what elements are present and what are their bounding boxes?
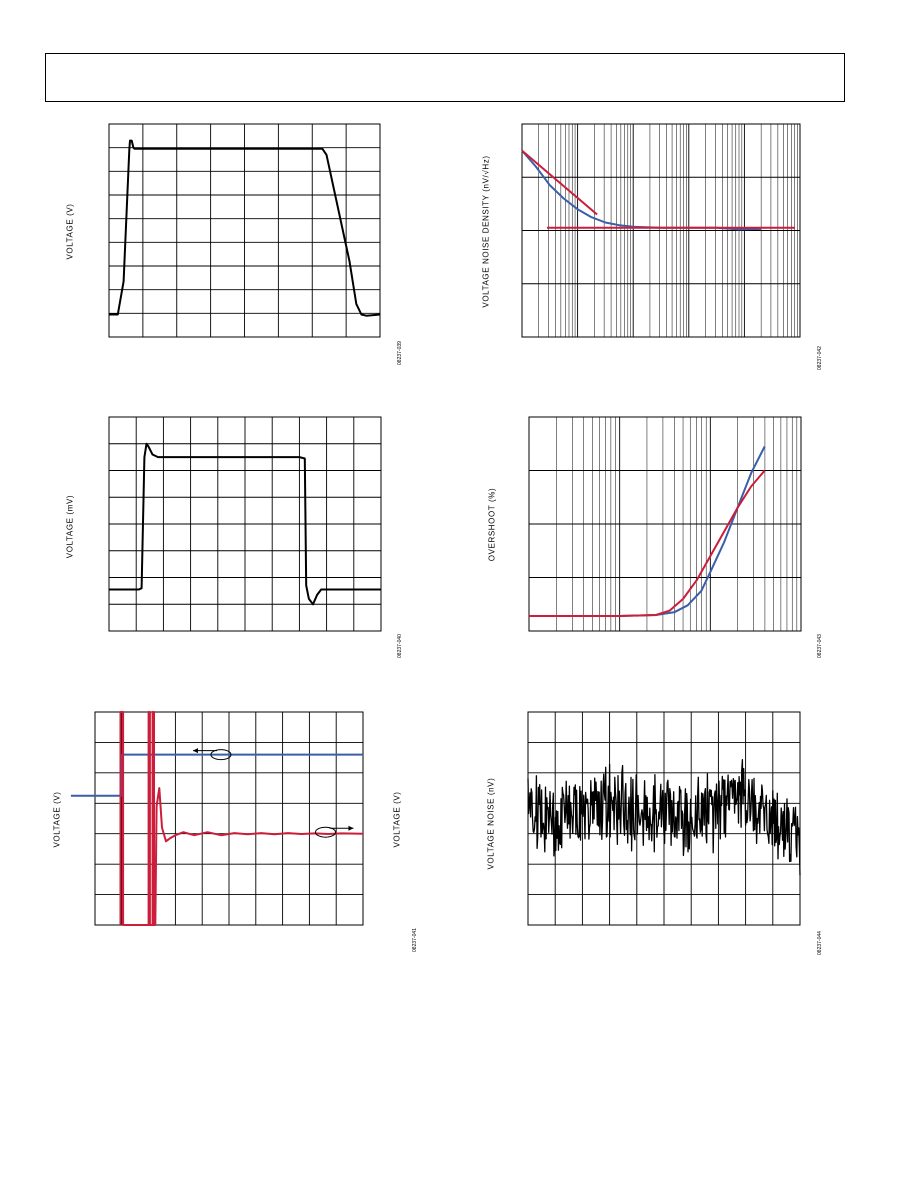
fig39-plot xyxy=(108,123,381,338)
fig42-plot xyxy=(521,123,801,338)
fig41-annot-arrowhead-0 xyxy=(192,748,198,754)
fig41-plot xyxy=(70,711,364,926)
fig41-series-1 xyxy=(119,711,364,926)
fig42-series-1 xyxy=(521,149,598,216)
fig41-series-0 xyxy=(70,753,363,797)
fig44-y-axis-label: VOLTAGE NOISE (nV) xyxy=(486,777,496,870)
fig44-figure-id: 08237-044 xyxy=(817,931,823,955)
fig44-plot xyxy=(527,711,801,926)
fig40-series-0 xyxy=(109,442,381,606)
page-header-box xyxy=(45,53,845,102)
fig41-annot-arrowhead-1 xyxy=(348,825,354,831)
fig44-series-0 xyxy=(527,759,801,876)
fig39-series-0 xyxy=(109,139,381,317)
fig43-plot xyxy=(528,416,802,632)
fig40-plot xyxy=(108,416,382,632)
fig41-annot-ellipse-0 xyxy=(210,749,232,761)
fig41-annot-ellipse-1 xyxy=(314,826,336,838)
fig43-series-1 xyxy=(529,469,766,617)
